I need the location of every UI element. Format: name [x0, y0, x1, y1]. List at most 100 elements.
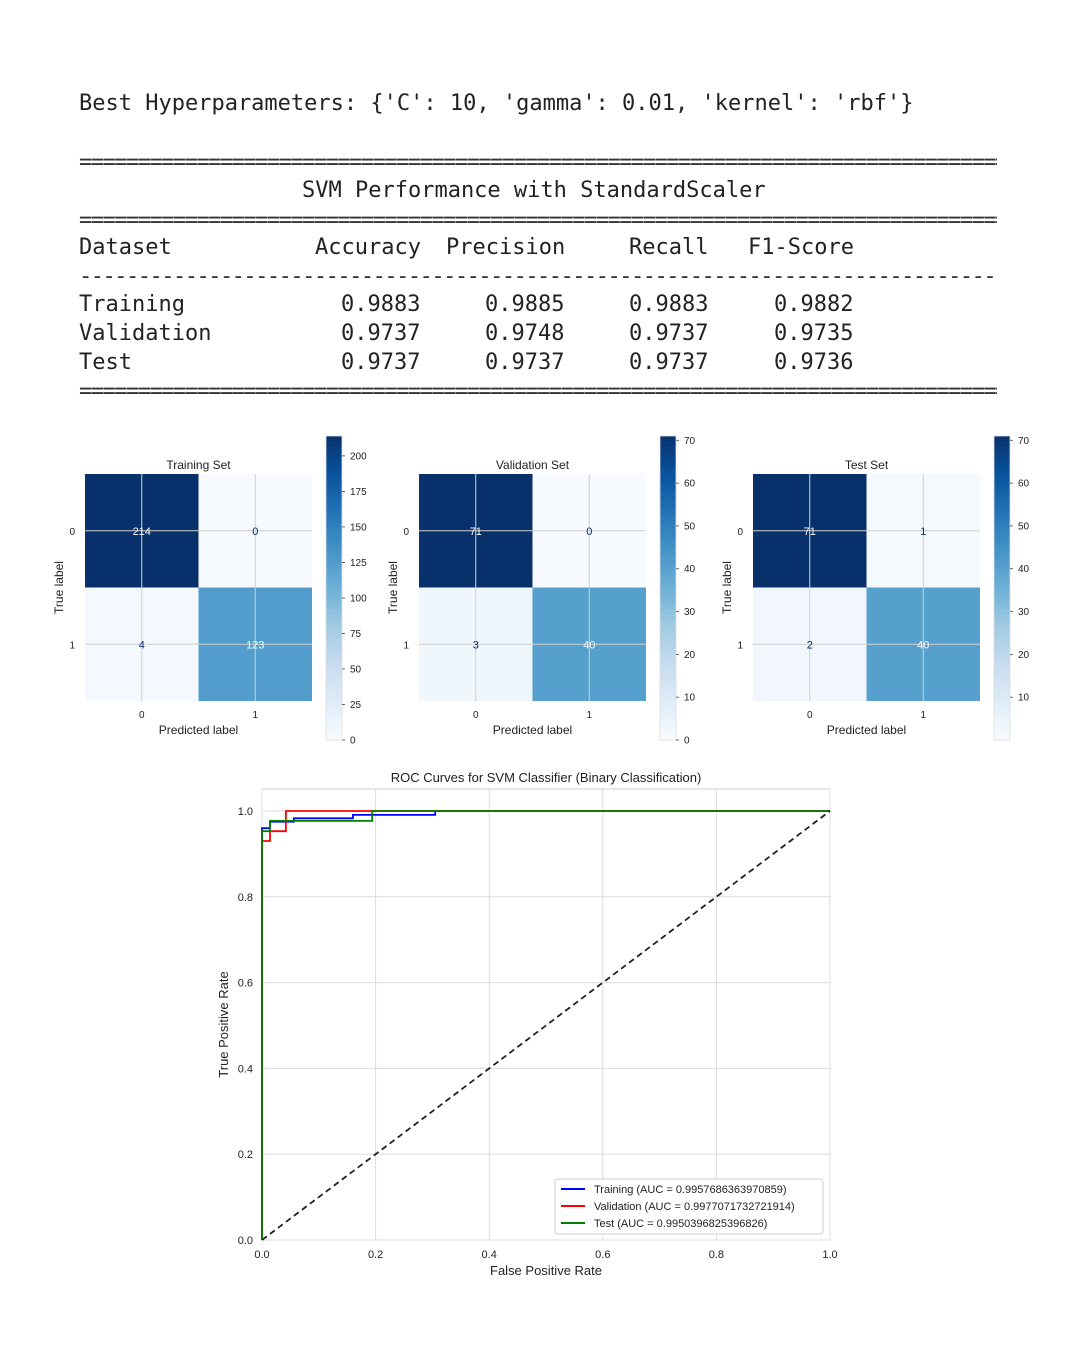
- colorbar-band: [994, 679, 1010, 685]
- colorbar-band: [994, 451, 1010, 457]
- colorbar-band: [326, 679, 342, 685]
- colorbar-band: [660, 704, 676, 711]
- colorbar-band: [994, 476, 1010, 483]
- colorbar-band: [660, 436, 676, 442]
- colorbar-band: [326, 572, 342, 579]
- colorbar-frame: [659, 435, 677, 741]
- colorbar-band: [994, 537, 1010, 543]
- colorbar-band: [994, 471, 1010, 478]
- colorbar-band: [994, 653, 1010, 660]
- colorbar-band: [660, 532, 676, 538]
- colorbar-band: [660, 522, 676, 528]
- row-f1: 0.9735: [774, 321, 854, 346]
- colorbar-band: [326, 638, 342, 645]
- colorbar-tick-label: 175: [350, 487, 367, 498]
- colorbar-band: [660, 598, 676, 604]
- colorbar-band: [326, 648, 342, 655]
- colorbar-band: [994, 552, 1010, 559]
- row-precision: 0.9885: [485, 292, 565, 317]
- colorbar-band: [994, 648, 1010, 655]
- colorbar-band: [994, 522, 1010, 528]
- colorbar-band: [994, 441, 1010, 447]
- x-tick-label: 0.2: [368, 1249, 383, 1261]
- colorbar-band: [994, 588, 1010, 594]
- table-bottom-rule: ========================================…: [79, 381, 997, 403]
- colorbar-band: [660, 699, 676, 706]
- colorbar-band: [660, 446, 676, 452]
- row-accuracy: 0.9883: [341, 292, 421, 317]
- colorbar-tick-label: 125: [350, 558, 367, 569]
- matrix-title: Test Set: [845, 458, 889, 472]
- colorbar-band: [994, 593, 1010, 599]
- colorbar-band: [660, 628, 676, 635]
- colorbar-band: [660, 451, 676, 457]
- colorbar-band: [660, 456, 676, 462]
- colorbar-band: [994, 461, 1010, 467]
- colorbar-band: [994, 719, 1010, 726]
- colorbar-band: [660, 623, 676, 630]
- cell-value-label: 0: [252, 526, 258, 538]
- column-header: Accuracy: [315, 235, 421, 260]
- colorbar-band: [326, 451, 342, 457]
- colorbar-band: [994, 709, 1010, 716]
- roc-series-line-0: [261, 810, 830, 1240]
- colorbar-band: [994, 724, 1010, 731]
- colorbar-band: [660, 593, 676, 599]
- colorbar-band: [326, 633, 342, 640]
- row-accuracy: 0.9737: [341, 350, 421, 375]
- colorbar: 10 20 30 40 50 60 70: [993, 435, 1030, 741]
- y-tick-label: 1: [737, 640, 743, 651]
- colorbar-band: [660, 471, 676, 478]
- cell-value-label: 1: [920, 526, 926, 538]
- colorbar-band: [660, 653, 676, 660]
- confusion-matrix-2: 71 1 2 40 Test Set Predicted label True label 0…: [720, 435, 1030, 741]
- chance-diagonal-line: [261, 810, 831, 1241]
- colorbar-band: [326, 567, 342, 574]
- cell-value-label: 123: [246, 639, 264, 651]
- colorbar-band: [660, 588, 676, 594]
- row-precision: 0.9748: [485, 321, 565, 346]
- colorbar-band: [326, 476, 342, 483]
- colorbar-band: [660, 709, 676, 716]
- colorbar-band: [326, 522, 342, 528]
- colorbar-band: [326, 446, 342, 452]
- colorbar-band: [326, 506, 342, 513]
- colorbar: 0 25 50 75 100 125 150 175 200: [325, 435, 367, 747]
- colorbar-band: [994, 598, 1010, 604]
- x-tick-label: 1: [586, 710, 592, 721]
- colorbar-band: [994, 517, 1010, 523]
- colorbar-band: [994, 557, 1010, 564]
- colorbar-band: [994, 704, 1010, 711]
- x-tick-label: 1.0: [822, 1249, 837, 1261]
- colorbar-band: [326, 729, 342, 736]
- colorbar-band: [660, 501, 676, 508]
- y-tick-label: 1: [69, 640, 75, 651]
- colorbar-band: [660, 517, 676, 523]
- colorbar-band: [660, 557, 676, 564]
- colorbar-band: [660, 552, 676, 559]
- confusion-matrix-0: 214 0 4 123 Training Set Predicted label True …: [52, 435, 367, 747]
- colorbar-tick-label: 25: [350, 700, 362, 711]
- colorbar-band: [326, 456, 342, 462]
- roc-title: ROC Curves for SVM Classifier (Binary Cl…: [391, 770, 702, 785]
- colorbar-band: [326, 557, 342, 564]
- colorbar-band: [660, 496, 676, 503]
- colorbar-band: [326, 481, 342, 488]
- table-dash-rule: ----------------------------------------…: [79, 266, 997, 288]
- table-title: SVM Performance with StandardScaler: [302, 178, 766, 203]
- cell-value-label: 0: [586, 526, 592, 538]
- colorbar-band: [326, 734, 342, 741]
- cell-value-label: 40: [917, 639, 929, 651]
- colorbar-band: [660, 658, 676, 665]
- colorbar-band: [660, 582, 676, 589]
- colorbar-tick-label: 60: [684, 479, 696, 490]
- colorbar-band: [994, 486, 1010, 493]
- plot-frame: [261, 788, 831, 1241]
- colorbar-band: [326, 562, 342, 569]
- colorbar-band: [994, 608, 1010, 614]
- colorbar-band: [326, 517, 342, 523]
- colorbar-band: [994, 729, 1010, 736]
- colorbar-band: [326, 623, 342, 630]
- x-tick-label: 0.8: [709, 1249, 724, 1261]
